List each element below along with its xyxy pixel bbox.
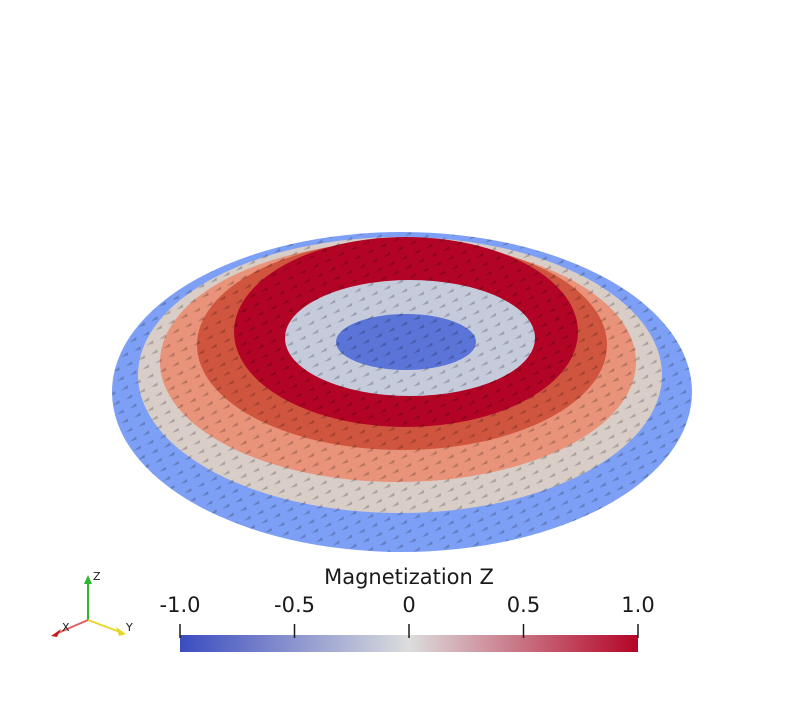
axis-label-x: X [62, 621, 70, 634]
tick-label: -1.0 [160, 593, 201, 617]
colorbar-title: Magnetization Z [324, 565, 494, 589]
axis-label-y: Y [125, 621, 133, 634]
colorbar-ramp [180, 635, 638, 652]
tick-label: 0.5 [507, 593, 540, 617]
tick-label: 0 [402, 593, 415, 617]
axes-triad: Z Y X [51, 570, 133, 637]
colorbar: Magnetization Z -1.0 -0.5 0 0.5 1.0 [160, 565, 655, 652]
tick-label: -0.5 [274, 593, 315, 617]
tick-label: 1.0 [621, 593, 654, 617]
disk [112, 232, 692, 552]
axis-label-z: Z [93, 570, 101, 583]
